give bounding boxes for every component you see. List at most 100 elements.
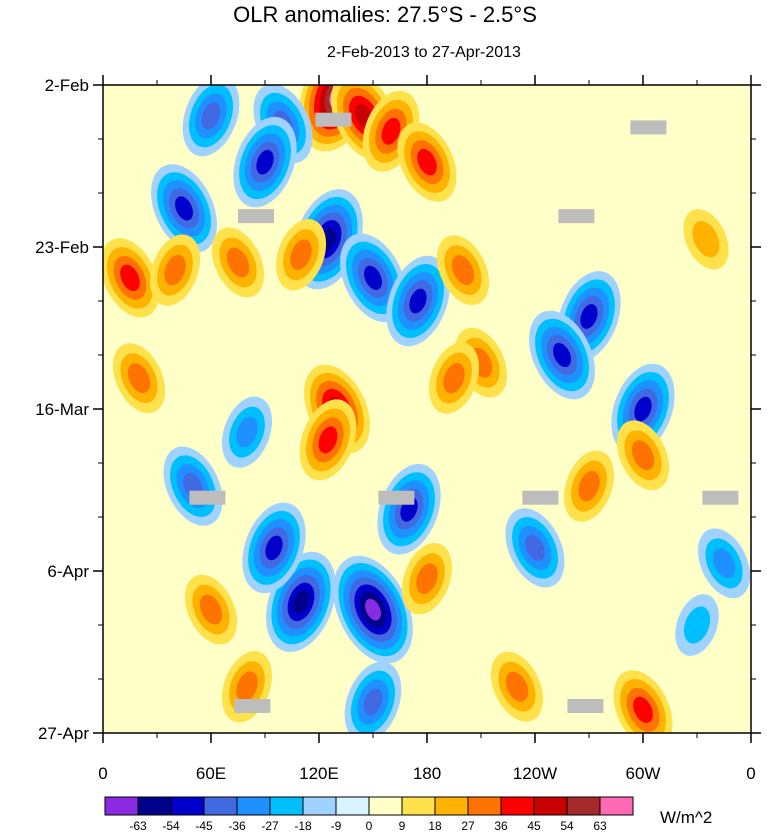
contour-level [578,470,600,502]
anomaly-cell [436,235,490,306]
anomaly-cell [221,396,273,468]
anomaly-cells [103,85,751,733]
colorbar-label: 0 [366,819,373,833]
anomaly-cell [182,85,240,157]
contour-level [443,362,465,394]
anomaly-cell [675,594,719,656]
anomaly-cell [333,555,413,664]
contour-level [364,265,382,290]
y-tick-label: 6-Apr [47,562,89,581]
anomaly-cell [683,209,729,270]
anomaly-cell [299,399,357,481]
anomaly-cell [490,651,544,722]
anomaly-cell [266,551,336,652]
colorbar-label: -9 [331,819,342,833]
colorbar-swatch [236,796,271,816]
anomaly-cell [563,450,615,522]
contour-level [127,363,151,394]
contour-level [199,594,223,625]
x-axis: 0 60E 120E 180 120W 60W 0 [98,75,756,783]
contour-level [292,590,310,614]
x-tick-label: 60W [626,764,661,783]
anomaly-cell [103,238,160,318]
anomaly-cell [397,122,457,202]
colorbar-swatch [500,796,535,816]
missing-data-block [630,120,667,135]
anomaly-cell [151,164,217,253]
anomaly-cell [529,310,595,400]
contour-level [505,671,529,702]
anomaly-cell [344,661,402,733]
contour-level [236,671,258,702]
colorbar-label: -54 [162,819,180,833]
anomaly-cell [112,343,166,414]
anomaly-cell [616,420,670,491]
anomaly-cell [163,446,223,526]
colorbar-swatch [335,796,370,816]
contour-level [416,563,438,594]
colorbar-swatch [533,796,568,816]
contour-level [363,688,383,716]
contour-level [164,254,186,286]
colorbar-label: 18 [428,819,442,833]
contour-level [525,534,545,562]
colorbar-label: -36 [228,819,246,833]
contour-level [318,426,338,454]
colorbar-swatch [137,796,172,816]
y-axis: 2-Feb 23-Feb 16-Mar 6-Apr 27-Apr [35,76,761,743]
anomaly-cell [184,574,238,645]
colorbar-swatch [599,796,634,816]
colorbar-label: 54 [560,819,574,833]
contour-level [451,255,475,286]
x-tick-label: 180 [413,764,441,783]
missing-data-block [567,699,604,713]
contour-level [365,598,381,621]
colorbar-swatch [269,796,304,816]
contour-level [236,416,258,448]
anomaly-cell [697,528,751,599]
anomaly-cell [211,227,265,298]
contour-level [265,535,283,561]
colorbar-swatch [434,796,469,816]
colorbar-label: -45 [195,819,213,833]
chart-subtitle: 2-Feb-2013 to 27-Apr-2013 [327,44,521,61]
colorbar-swatch [302,796,337,816]
contour-level [417,148,437,176]
contour-level [634,396,652,422]
anomaly-cell [386,255,450,347]
colorbar-label: -27 [261,819,279,833]
contour-level [120,264,140,292]
y-tick-label: 2-Feb [45,76,89,95]
colorbar-label: 9 [399,819,406,833]
anomaly-cell [428,342,480,414]
contour-level [409,288,427,314]
colorbar-label: 63 [593,819,607,833]
colorbar-swatch [368,796,403,816]
contour-level [290,239,312,270]
units-label: W/m^2 [660,808,712,827]
x-tick-label: 120E [299,764,339,783]
missing-data-block [558,209,595,224]
colorbar-swatch [170,796,205,816]
anomaly-cell [377,464,441,555]
contour-level [712,548,736,579]
colorbar-label: 45 [527,819,541,833]
colorbar-label: -63 [129,819,147,833]
colorbar-swatch [203,796,238,816]
y-tick-label: 23-Feb [35,238,89,257]
x-tick-label: 60E [196,764,226,783]
anomaly-cell [401,543,453,615]
missing-data-block [189,490,226,505]
colorbar-label: 27 [461,819,475,833]
colorbar-swatch [104,796,139,816]
contour-level [553,342,571,368]
contour-level [226,247,250,278]
contour-level [381,117,401,145]
missing-data-block [522,490,559,505]
missing-data-block [238,209,274,224]
anomaly-cell [149,234,201,306]
contour-level [633,696,653,724]
contour-level [631,440,655,471]
colorbar-swatch [467,796,502,816]
